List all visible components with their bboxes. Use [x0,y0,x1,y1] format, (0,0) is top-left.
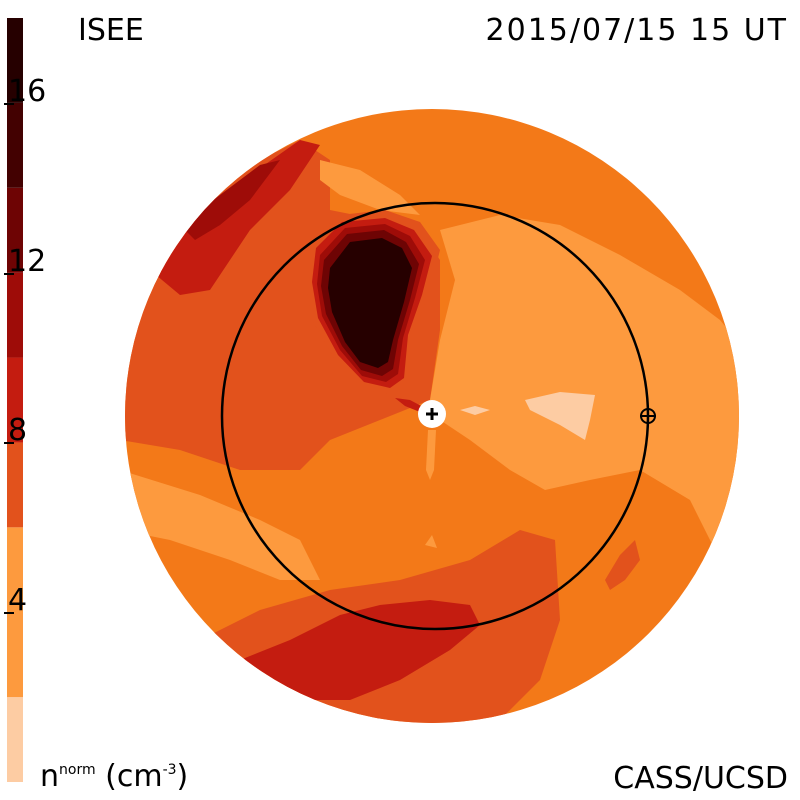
density-region-upper-left-red [150,140,320,295]
unit-close: ) [176,759,189,794]
density-region-center-streak [426,430,436,480]
colorbar-segment [7,442,23,528]
colorbar-segment [7,102,23,188]
density-region-center-spot [425,535,437,548]
unit-exp: -3 [162,762,177,778]
colorbar [7,18,23,782]
colorbar-segment [7,357,23,443]
sun-plus-icon [418,400,446,428]
colorbar-segment [7,187,23,273]
density-region-right-light [430,215,739,560]
unit-rest: (cm [95,759,163,794]
colorbar-tick-label: 8 [3,413,28,449]
density-core-tail [395,398,425,412]
colorbar-segment [7,18,23,103]
density-region-upper-left-darkred [180,160,280,240]
density-region-pale-patch [525,392,595,440]
unit-base: n [40,759,60,794]
colorbar-segment [7,697,23,782]
density-region-pale-slit [460,406,490,415]
density-disk [125,109,739,723]
colorbar-unit-label: nnorm (cm-3) [40,762,188,792]
colorbar-tick-label: 16 [3,73,47,109]
colorbar-segment [7,272,23,358]
density-region-lower-red [240,600,480,700]
credit-label: CASS/UCSD [613,761,788,796]
earth-crosshair-icon [640,408,656,424]
density-core-level-5 [328,238,412,368]
colorbar-segment [7,527,23,698]
datetime-label: 2015/07/15 15 UT [485,13,788,48]
density-region-top-light [320,160,420,215]
colorbar-tick-label: 4 [3,583,28,619]
organization-label: ISEE [78,13,144,48]
density-region-right-spot [605,540,640,590]
unit-sup: norm [59,762,96,778]
colorbar-tick-label: 12 [3,243,47,279]
